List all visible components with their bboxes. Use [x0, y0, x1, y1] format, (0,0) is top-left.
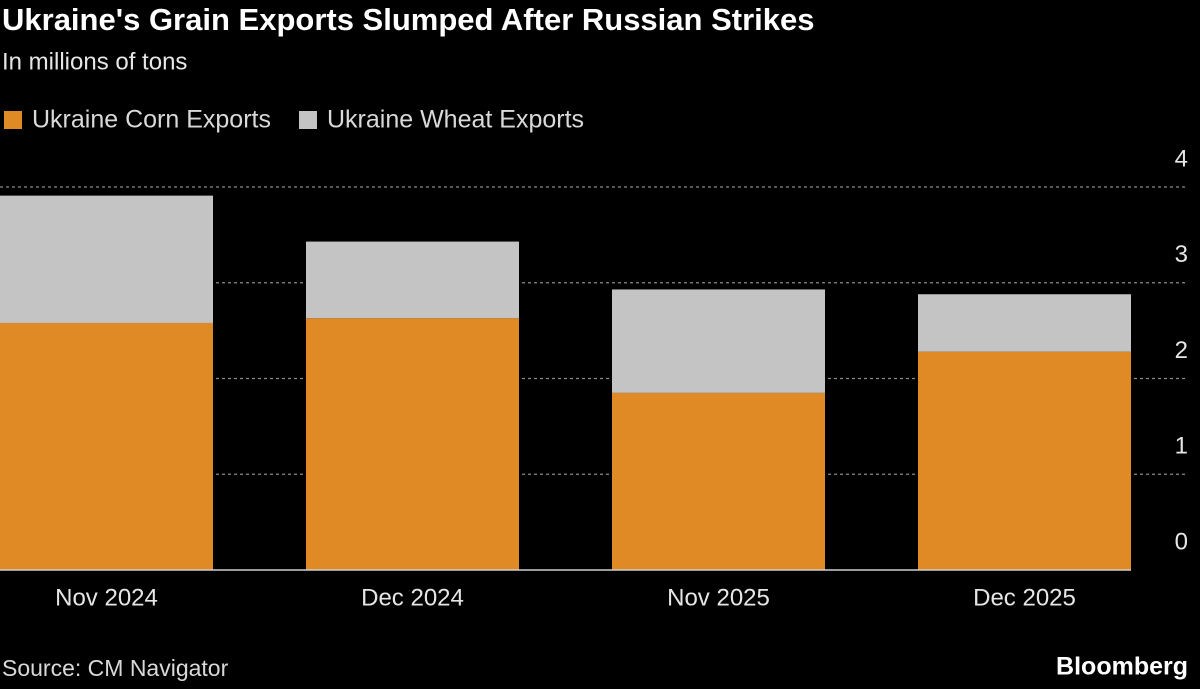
source: Source: CM Navigator	[2, 655, 229, 681]
bar-segment	[918, 351, 1131, 570]
x-tick-label: Dec 2025	[973, 584, 1076, 611]
bar-segment	[0, 322, 213, 570]
y-tick-label: 1	[1175, 433, 1188, 460]
bar-segment	[612, 392, 825, 570]
legend-swatch	[4, 111, 22, 129]
y-tick-label: 4	[1175, 145, 1188, 172]
y-tick-label: 3	[1175, 241, 1188, 268]
x-tick-label: Nov 2024	[55, 584, 158, 611]
y-tick-label: 2	[1175, 337, 1188, 364]
y-tick-label: 0	[1175, 528, 1188, 555]
x-tick-label: Nov 2025	[667, 584, 770, 611]
chart-title: Ukraine's Grain Exports Slumped After Ru…	[2, 2, 814, 37]
bar-segment	[918, 294, 1131, 352]
bar-segment	[0, 195, 213, 323]
branding: Bloomberg	[1056, 653, 1188, 681]
legend-label: Ukraine Wheat Exports	[327, 106, 584, 134]
legend-label: Ukraine Corn Exports	[32, 106, 271, 134]
x-tick-label: Dec 2024	[361, 584, 464, 611]
bar-segment	[612, 289, 825, 393]
chart-subtitle: In millions of tons	[2, 48, 187, 75]
bar-segment	[306, 241, 519, 319]
legend-swatch	[298, 111, 317, 129]
bar-segment	[306, 318, 519, 570]
